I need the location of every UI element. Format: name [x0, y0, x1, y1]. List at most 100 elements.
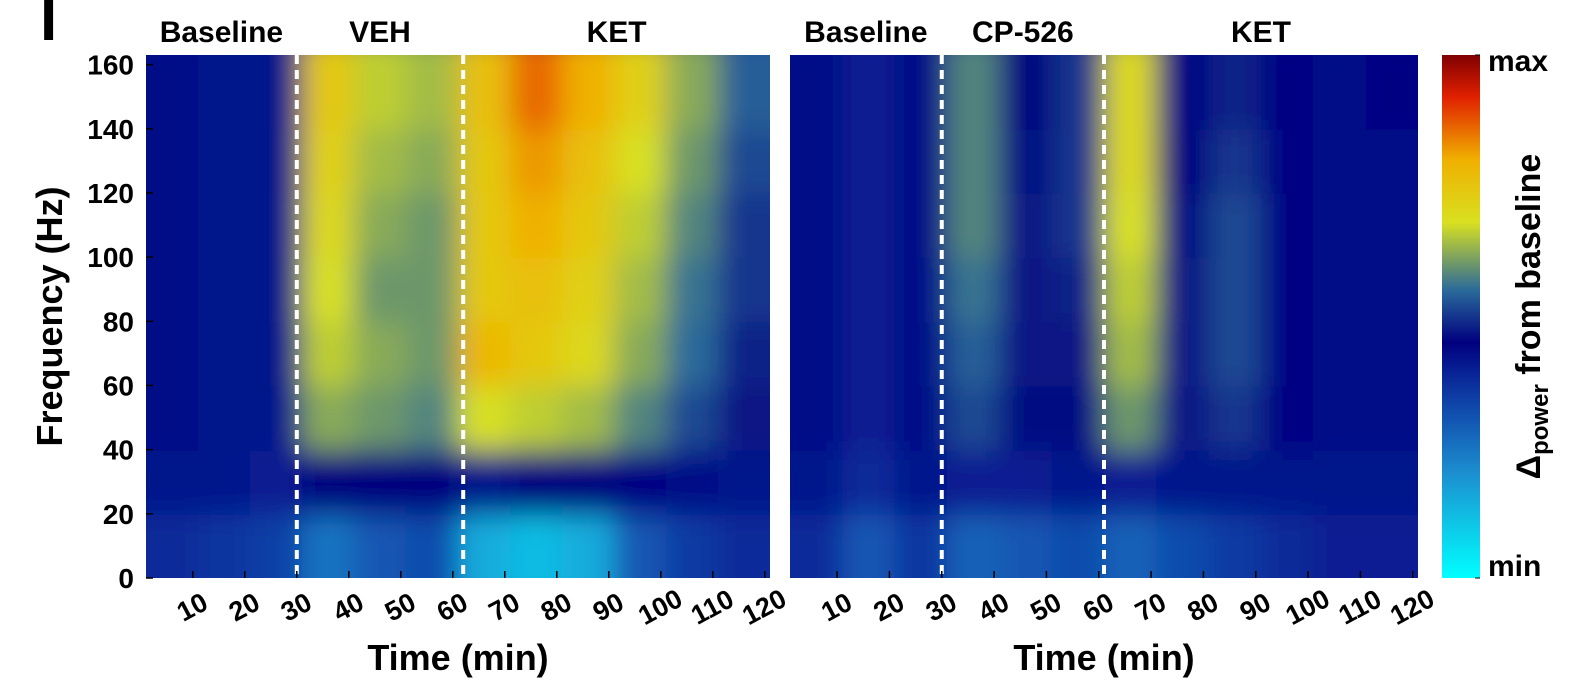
colorbar-tick-label: max [1488, 45, 1548, 78]
heatmap-cell [718, 192, 770, 259]
heatmap-cell [1104, 192, 1158, 259]
heatmap-cell [1104, 128, 1158, 194]
heatmap-cell [1261, 128, 1315, 194]
heatmap-cell [842, 257, 896, 323]
y-tick-label: 80 [103, 306, 134, 337]
heatmap-cell [894, 513, 948, 578]
heatmap-cell [790, 449, 844, 515]
heatmap-cell [790, 385, 844, 451]
heatmap-cell [1261, 321, 1315, 387]
heatmap-cell [894, 257, 948, 323]
heatmap-cell [250, 257, 303, 323]
heatmap-cell [947, 192, 1001, 259]
heatmap-cell [510, 385, 563, 451]
heatmap-cell [510, 449, 563, 515]
heatmap-cell [947, 385, 1001, 451]
heatmap-cell [1208, 128, 1262, 194]
heatmap-cell [842, 192, 896, 259]
heatmap-cell [790, 128, 844, 194]
heatmap-cell [1104, 321, 1158, 387]
heatmap-cell [354, 192, 407, 259]
heatmap-cell [947, 321, 1001, 387]
heatmap-cell [1051, 257, 1105, 323]
heatmap-cell [458, 128, 511, 194]
heatmap-cell [146, 513, 199, 578]
heatmap-cell [1365, 321, 1418, 387]
heatmap-cell [406, 128, 459, 194]
heatmap-cell [614, 257, 667, 323]
heatmap-cell [1261, 192, 1315, 259]
heatmap-cell [1365, 128, 1418, 194]
colorbar-tick-label: min [1488, 550, 1541, 583]
x-axis-label: Time (min) [1013, 637, 1194, 678]
heatmap-cell [999, 128, 1053, 194]
colorbar-label-subscript: power [1527, 384, 1554, 455]
heatmap-cell [1051, 449, 1105, 515]
heatmap-cell [1208, 449, 1262, 515]
heatmap-cell [250, 385, 303, 451]
heatmap-cell [406, 192, 459, 259]
heatmap-cell [1208, 321, 1262, 387]
y-tick-label: 160 [87, 50, 134, 81]
heatmap-cell [562, 513, 615, 578]
heatmap-cell [302, 385, 355, 451]
heatmap-cell [666, 55, 719, 130]
heatmap-cell [718, 449, 770, 515]
y-tick-label: 60 [103, 370, 134, 401]
heatmap-cell [354, 257, 407, 323]
x-tick-label: 60 [1078, 587, 1119, 628]
heatmap-cell [302, 449, 355, 515]
x-tick-label: 100 [1281, 583, 1335, 631]
heatmap-cell [1313, 513, 1367, 578]
heatmap-cell [842, 385, 896, 451]
heatmap-cell [562, 257, 615, 323]
heatmap-cell [458, 192, 511, 259]
heatmap [790, 55, 1418, 578]
heatmap-cell [666, 513, 719, 578]
heatmap-cell [1156, 257, 1210, 323]
heatmap-cell [614, 513, 667, 578]
heatmap-cell [406, 321, 459, 387]
heatmap-cell [790, 55, 844, 130]
heatmap-cell [947, 449, 1001, 515]
heatmap-cell [1156, 513, 1210, 578]
heatmap-cell [666, 449, 719, 515]
x-tick-label: 120 [737, 583, 791, 631]
heatmap-cell [1365, 192, 1418, 259]
heatmap-cell [666, 257, 719, 323]
y-tick-label: 40 [103, 435, 134, 466]
x-tick-label: 40 [328, 587, 369, 628]
heatmap-cell [1051, 128, 1105, 194]
heatmap-cell [458, 321, 511, 387]
x-tick-label: 10 [172, 587, 213, 628]
x-tick-label: 110 [686, 584, 739, 631]
x-tick-label: 30 [276, 587, 317, 628]
heatmap-cell [1104, 385, 1158, 451]
heatmap-cell [999, 321, 1053, 387]
y-tick-label: 140 [87, 114, 134, 145]
heatmap-cell [1051, 321, 1105, 387]
heatmap-cell [1313, 128, 1367, 194]
heatmap-cell [250, 449, 303, 515]
heatmap-cell [406, 513, 459, 578]
heatmap-cell [562, 55, 615, 130]
colorbar [1442, 55, 1480, 578]
panel-label: I [40, 0, 57, 54]
heatmap-cell [614, 449, 667, 515]
heatmap-cell [354, 513, 407, 578]
x-tick-label: 50 [380, 587, 421, 628]
heatmap-cell [842, 513, 896, 578]
heatmap-cell [1156, 192, 1210, 259]
heatmap-cell [198, 55, 251, 130]
heatmap-cell [1365, 257, 1418, 323]
heatmap-cell [458, 55, 511, 130]
heatmap-cell [1156, 321, 1210, 387]
heatmap-cell [842, 321, 896, 387]
heatmap-cell [250, 192, 303, 259]
x-tick-label: 120 [1385, 583, 1439, 631]
heatmap-cell [198, 257, 251, 323]
heatmap-cell [1051, 513, 1105, 578]
y-tick-label: 120 [87, 178, 134, 209]
heatmap-cell [718, 385, 770, 451]
